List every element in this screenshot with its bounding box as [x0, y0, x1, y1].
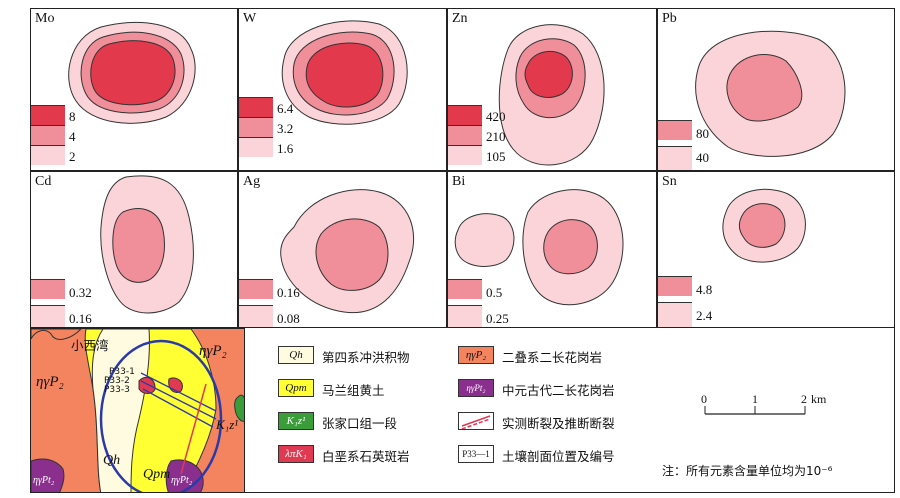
unit-label-qh: Qh	[103, 453, 121, 468]
panel-title-mo: Mo	[35, 11, 55, 26]
panel-title-pb: Pb	[662, 11, 677, 26]
unit-label-2: ηγP₂	[199, 343, 227, 359]
zn-contours	[498, 24, 605, 166]
cd-contours	[100, 175, 194, 314]
ag-contours	[280, 189, 414, 314]
geology-legend: Qh 第四系冲洪积物 Qpm 马兰组黄土 K₁z¹ 张家口组一段 λπK₁ 白垩…	[278, 346, 658, 486]
geo-map-svg	[31, 329, 244, 492]
sn-contours	[722, 188, 806, 263]
panel-ag: Ag 0.16 0.08	[238, 171, 447, 328]
panel-title-bi: Bi	[452, 174, 466, 189]
panel-title-w: W	[243, 11, 257, 26]
unit-label-pt2-right: ηγPt₂	[171, 475, 193, 486]
unit-label-1: ηγP₂	[36, 374, 64, 390]
unit-label-pt2-left: ηγPt₂	[33, 475, 55, 486]
scale-bar-line	[704, 406, 806, 415]
units-note: 注：所有元素含量单位均为10⁻⁶	[662, 464, 833, 478]
panel-sn: Sn 4.8 2.4	[657, 171, 895, 328]
profile-label-3: P33-3	[104, 385, 130, 395]
mo-contours	[68, 21, 196, 124]
panel-pb: Pb 80 40	[657, 8, 895, 171]
fault-symbol-icon	[461, 415, 491, 430]
panel-title-cd: Cd	[35, 174, 52, 189]
profile-label-1: P33-1	[109, 367, 135, 377]
unit-label-k1z: K₁z¹	[216, 417, 239, 432]
geological-map: 小西湾 ηγP₂ ηγP₂ Qh Qpm K₁z¹ ηγPt₂ ηγPt₂ P3…	[30, 328, 245, 493]
unit-label-qpm: Qpm	[143, 467, 171, 482]
pb-contours	[695, 30, 846, 157]
profile-label-2: P33-2	[104, 376, 130, 386]
panel-title-ag: Ag	[243, 174, 261, 189]
panel-w: W 6.4 3.2 1.6	[238, 8, 447, 171]
panel-title-zn: Zn	[452, 11, 468, 26]
place-label: 小西湾	[71, 338, 109, 353]
bi-contours	[454, 189, 624, 306]
scale-bar: 0 1 2 km	[690, 392, 850, 422]
panel-mo: Mo 8 4 2	[30, 8, 238, 171]
w-contours	[281, 20, 408, 125]
panel-title-sn: Sn	[662, 174, 677, 189]
panel-cd: Cd 0.32 0.16	[30, 171, 238, 328]
panel-bi: Bi 0.5 0.25	[447, 171, 657, 328]
panel-zn: Zn 420 210 105	[447, 8, 657, 171]
